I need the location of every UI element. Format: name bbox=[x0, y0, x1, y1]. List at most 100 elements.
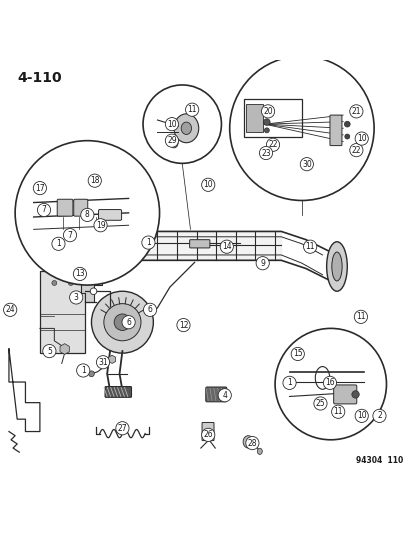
Text: 11: 11 bbox=[305, 242, 314, 251]
Circle shape bbox=[63, 229, 76, 242]
Text: 22: 22 bbox=[268, 140, 277, 149]
Text: 7: 7 bbox=[67, 231, 72, 240]
Circle shape bbox=[96, 356, 109, 369]
Circle shape bbox=[274, 328, 386, 440]
Text: 6: 6 bbox=[126, 318, 131, 327]
Polygon shape bbox=[81, 271, 102, 302]
Circle shape bbox=[313, 397, 326, 410]
Circle shape bbox=[372, 409, 385, 423]
Text: 3: 3 bbox=[74, 293, 78, 302]
Circle shape bbox=[52, 280, 57, 286]
Text: 21: 21 bbox=[351, 107, 360, 116]
Circle shape bbox=[263, 119, 269, 125]
Circle shape bbox=[299, 158, 313, 171]
Text: 10: 10 bbox=[203, 180, 213, 189]
Circle shape bbox=[349, 105, 362, 118]
FancyBboxPatch shape bbox=[74, 199, 88, 216]
Ellipse shape bbox=[173, 114, 198, 143]
Text: 10: 10 bbox=[167, 119, 176, 128]
Text: 26: 26 bbox=[203, 430, 213, 439]
Circle shape bbox=[94, 219, 107, 232]
Circle shape bbox=[104, 304, 141, 341]
Text: 7: 7 bbox=[41, 206, 46, 214]
Circle shape bbox=[81, 208, 94, 222]
Circle shape bbox=[201, 178, 214, 191]
Circle shape bbox=[114, 314, 131, 330]
Circle shape bbox=[331, 405, 344, 418]
Circle shape bbox=[15, 141, 159, 285]
Text: 31: 31 bbox=[98, 358, 107, 367]
Text: 15: 15 bbox=[292, 350, 302, 359]
FancyBboxPatch shape bbox=[57, 199, 73, 216]
Circle shape bbox=[165, 134, 178, 147]
Ellipse shape bbox=[331, 252, 341, 281]
Text: 19: 19 bbox=[95, 221, 105, 230]
Circle shape bbox=[52, 237, 65, 251]
FancyBboxPatch shape bbox=[98, 209, 121, 220]
Circle shape bbox=[116, 422, 129, 435]
Text: 18: 18 bbox=[90, 176, 99, 185]
Circle shape bbox=[220, 240, 233, 253]
Circle shape bbox=[264, 128, 268, 133]
Circle shape bbox=[282, 376, 295, 390]
Circle shape bbox=[122, 316, 135, 329]
Text: 25: 25 bbox=[315, 399, 325, 408]
FancyBboxPatch shape bbox=[246, 103, 262, 132]
Circle shape bbox=[143, 85, 221, 163]
Circle shape bbox=[303, 240, 316, 253]
Circle shape bbox=[4, 303, 17, 317]
Text: 10: 10 bbox=[356, 411, 366, 421]
Circle shape bbox=[90, 288, 97, 295]
Text: 11: 11 bbox=[187, 105, 197, 114]
Polygon shape bbox=[108, 231, 280, 260]
Circle shape bbox=[76, 364, 90, 377]
Text: 8: 8 bbox=[85, 211, 90, 220]
Circle shape bbox=[344, 134, 349, 139]
Text: 2: 2 bbox=[376, 411, 381, 421]
FancyBboxPatch shape bbox=[202, 423, 214, 441]
Text: 5: 5 bbox=[47, 346, 52, 356]
Text: 17: 17 bbox=[35, 183, 45, 192]
Ellipse shape bbox=[257, 448, 262, 455]
FancyBboxPatch shape bbox=[205, 387, 226, 402]
Text: 22: 22 bbox=[351, 146, 360, 155]
Text: 20: 20 bbox=[263, 107, 272, 116]
FancyBboxPatch shape bbox=[105, 386, 131, 397]
FancyBboxPatch shape bbox=[189, 240, 209, 248]
Circle shape bbox=[245, 437, 259, 450]
Circle shape bbox=[259, 147, 272, 160]
Circle shape bbox=[88, 174, 101, 187]
Circle shape bbox=[73, 268, 86, 280]
Text: 27: 27 bbox=[117, 424, 127, 433]
Ellipse shape bbox=[242, 435, 253, 448]
Text: 10: 10 bbox=[356, 134, 366, 143]
Circle shape bbox=[261, 105, 274, 118]
Text: 1: 1 bbox=[56, 239, 61, 248]
Circle shape bbox=[354, 132, 368, 145]
Circle shape bbox=[43, 344, 56, 358]
Text: 1: 1 bbox=[146, 238, 150, 247]
Text: 28: 28 bbox=[247, 439, 256, 448]
Circle shape bbox=[229, 56, 373, 200]
Circle shape bbox=[37, 204, 50, 216]
Text: 94304  110: 94304 110 bbox=[355, 456, 402, 465]
Ellipse shape bbox=[169, 138, 178, 148]
Text: 11: 11 bbox=[332, 407, 342, 416]
Circle shape bbox=[143, 303, 156, 317]
Text: 16: 16 bbox=[324, 378, 334, 387]
Circle shape bbox=[256, 256, 268, 270]
Circle shape bbox=[185, 103, 198, 116]
Circle shape bbox=[344, 122, 349, 127]
Text: 13: 13 bbox=[75, 269, 85, 278]
Circle shape bbox=[218, 389, 231, 402]
Circle shape bbox=[68, 280, 73, 286]
Circle shape bbox=[165, 118, 178, 131]
Circle shape bbox=[201, 428, 214, 441]
Circle shape bbox=[351, 391, 358, 398]
Text: 12: 12 bbox=[178, 320, 188, 329]
Circle shape bbox=[323, 376, 336, 390]
Ellipse shape bbox=[326, 242, 347, 291]
Text: 14: 14 bbox=[221, 242, 231, 251]
Text: 1: 1 bbox=[81, 366, 85, 375]
Circle shape bbox=[176, 319, 190, 332]
